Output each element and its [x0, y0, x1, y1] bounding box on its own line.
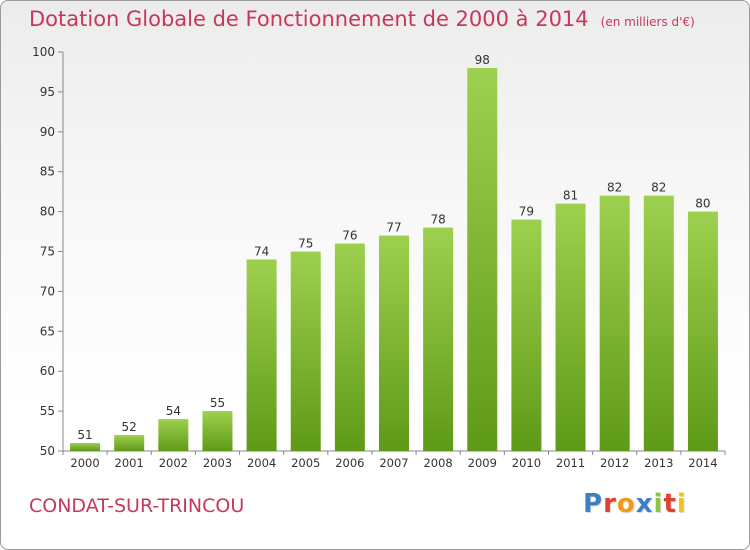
- bar: [555, 203, 586, 451]
- bar: [158, 419, 189, 451]
- logo-letter: i: [653, 489, 664, 519]
- axes: 50 55 60 65 70 75 80 85 90 95 100 2000 2001 2002 2003 2…: [32, 45, 726, 470]
- data-label: 51: [77, 428, 92, 442]
- bar: [334, 243, 365, 451]
- x-tick-label: 2005: [291, 456, 320, 470]
- data-label: 78: [430, 213, 445, 227]
- data-label: 82: [607, 181, 622, 195]
- y-tick-label: 65: [40, 324, 55, 338]
- chart-title: Dotation Globale de Fonctionnement de 20…: [29, 7, 695, 31]
- data-label: 79: [519, 205, 534, 219]
- data-label: 54: [166, 404, 181, 418]
- logo-letter: P: [583, 489, 604, 519]
- y-tick-label: 75: [40, 245, 55, 259]
- bar: [599, 195, 630, 451]
- y-tick-label: 80: [40, 205, 55, 219]
- data-label: 74: [254, 244, 269, 258]
- x-tick-label: 2006: [335, 456, 364, 470]
- y-tick-label: 70: [40, 284, 55, 298]
- y-tick-label: 95: [40, 85, 55, 99]
- y-tick-label: 60: [40, 364, 55, 378]
- y-tick-label: 50: [40, 444, 55, 458]
- chart-unit: (en milliers d'€): [600, 15, 695, 29]
- data-label: 75: [298, 237, 313, 251]
- commune-name: CONDAT-SUR-TRINCOU: [29, 495, 245, 517]
- logo-letter: o: [616, 489, 636, 519]
- x-tick-label: 2000: [70, 456, 99, 470]
- y-tick-label: 85: [40, 165, 55, 179]
- bar: [290, 251, 321, 451]
- data-label: 98: [475, 53, 490, 67]
- logo-letter: i: [676, 489, 687, 519]
- logo-letter: t: [663, 489, 677, 519]
- y-tick-label: 90: [40, 125, 55, 139]
- data-label: 52: [122, 420, 137, 434]
- x-tick-label: 2011: [556, 456, 585, 470]
- x-tick-label: 2002: [159, 456, 188, 470]
- bar: [511, 219, 542, 451]
- bar: [467, 67, 498, 452]
- bar: [687, 211, 718, 451]
- data-label: 55: [210, 396, 225, 410]
- x-tick-label: 2013: [644, 456, 673, 470]
- x-tick-label: 2001: [115, 456, 144, 470]
- x-tick-label: 2007: [379, 456, 408, 470]
- y-tick-label: 55: [40, 404, 55, 418]
- x-tick-label: 2012: [600, 456, 629, 470]
- x-tick-label: 2009: [468, 456, 497, 470]
- bars: [70, 67, 718, 452]
- x-tick-label: 2010: [512, 456, 541, 470]
- chart-title-text: Dotation Globale de Fonctionnement de 20…: [29, 7, 589, 31]
- data-label: 82: [651, 181, 666, 195]
- x-tick-label: 2003: [203, 456, 232, 470]
- x-tick-label: 2008: [423, 456, 452, 470]
- bar: [643, 195, 674, 451]
- y-tick-label: 100: [32, 45, 55, 59]
- proxiti-logo: Proxiti: [583, 489, 687, 519]
- x-tick-label: 2004: [247, 456, 276, 470]
- logo-letter: r: [603, 489, 617, 519]
- value-labels: 51 52 54 55 74 75 76 77 78 98 79 81 82 82 80: [77, 53, 710, 442]
- bar: [114, 435, 145, 451]
- logo-letter: x: [635, 489, 654, 519]
- data-label: 80: [695, 197, 710, 211]
- bar: [423, 227, 454, 451]
- x-tick-label: 2014: [688, 456, 717, 470]
- bar: [379, 235, 409, 451]
- bar: [70, 443, 101, 451]
- bar: [202, 411, 233, 451]
- data-label: 81: [563, 189, 578, 203]
- bar: [246, 259, 277, 451]
- data-label: 76: [342, 229, 357, 243]
- data-label: 77: [386, 221, 401, 235]
